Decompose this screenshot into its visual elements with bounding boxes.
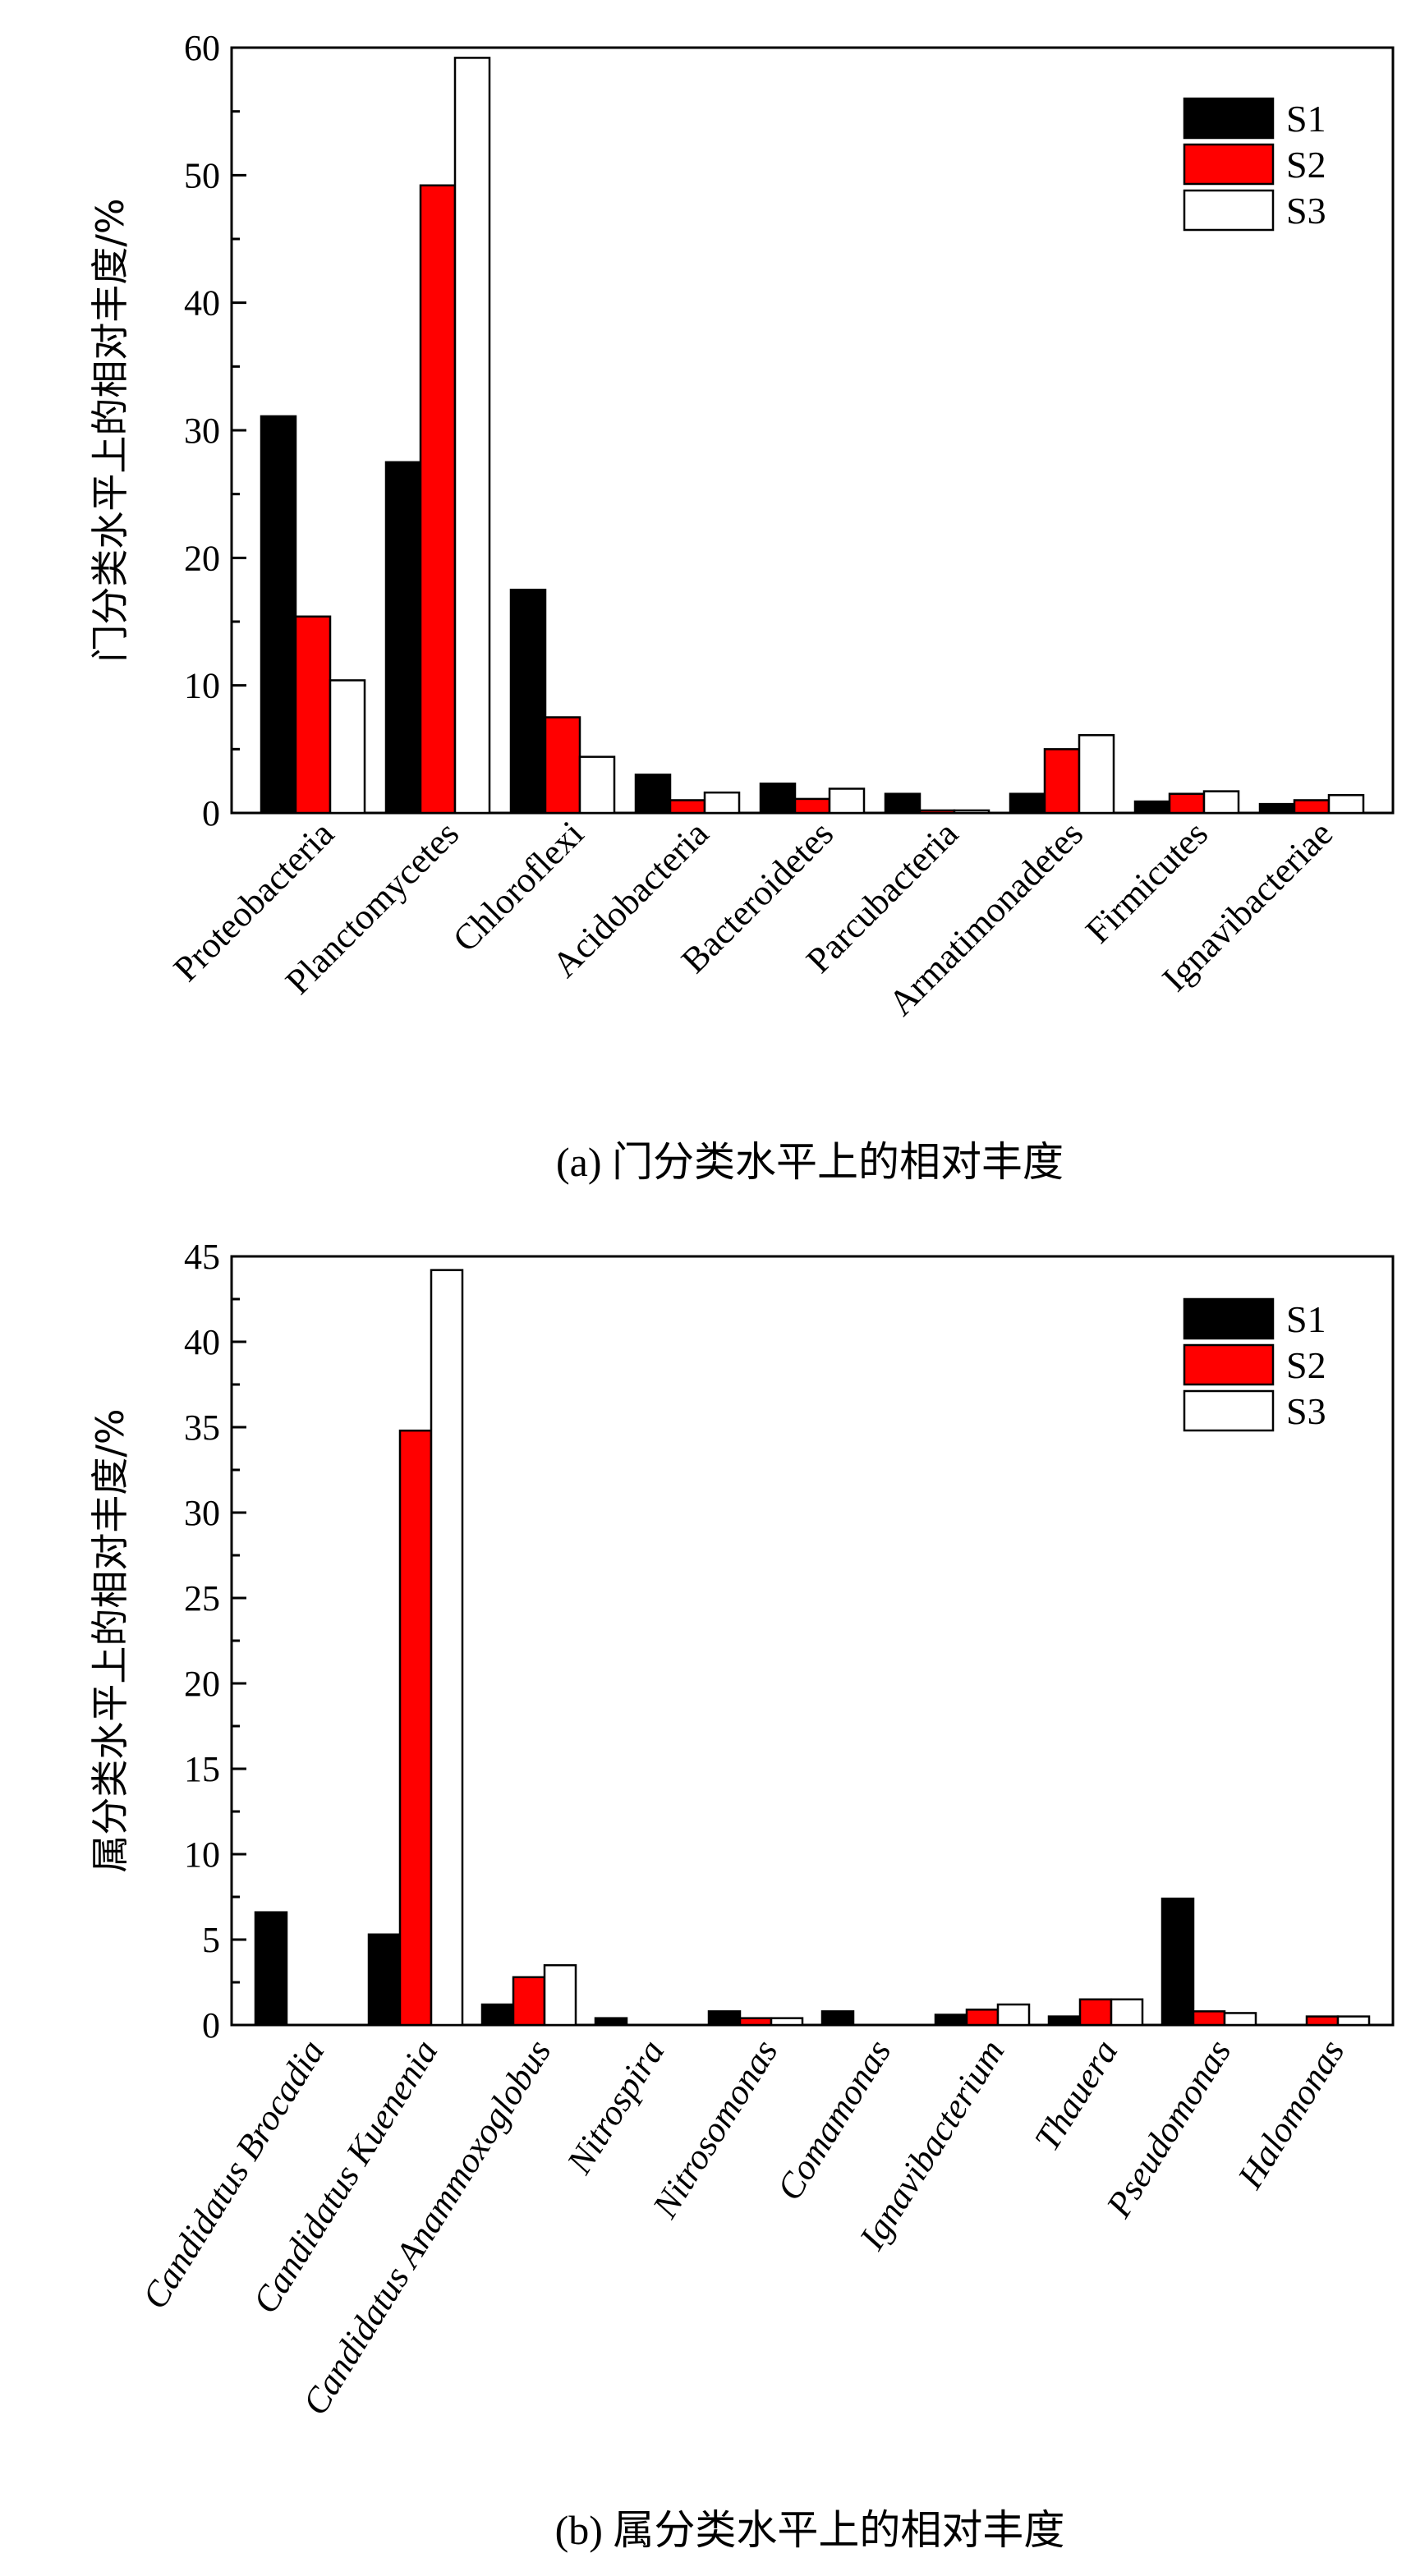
y-tick-label: 0 bbox=[202, 793, 220, 833]
bar-s2-1 bbox=[419, 184, 457, 815]
bar-s2-7 bbox=[1168, 792, 1206, 815]
legend-label-s1: S1 bbox=[1286, 1298, 1326, 1340]
bar-s1-3 bbox=[594, 2017, 628, 2027]
bar-s1-8 bbox=[1161, 1897, 1195, 2027]
y-tick-label: 15 bbox=[184, 1749, 220, 1789]
bar-s3-4 bbox=[828, 787, 866, 815]
y-tick-label: 40 bbox=[184, 1322, 220, 1362]
bar-s1-6 bbox=[934, 2014, 968, 2027]
bar-s2-6 bbox=[965, 2009, 1000, 2027]
bar-s2-5 bbox=[918, 809, 956, 815]
y-tick-label: 30 bbox=[184, 1493, 220, 1533]
bar-s3-7 bbox=[1202, 790, 1240, 815]
bar-s1-6 bbox=[1009, 792, 1046, 815]
bar-s2-8 bbox=[1192, 2010, 1226, 2027]
legend-label-s1: S1 bbox=[1286, 98, 1326, 140]
bar-s1-8 bbox=[1258, 802, 1296, 815]
y-tick-label: 40 bbox=[184, 283, 220, 324]
bar-s1-7 bbox=[1047, 2015, 1082, 2027]
x-category-label: Halomonas bbox=[1229, 2032, 1353, 2196]
bar-s3-1 bbox=[453, 57, 491, 815]
bar-s3-4 bbox=[770, 2017, 804, 2027]
figure-caption: (a) 门分类水平上的相对丰度 bbox=[556, 1139, 1064, 1185]
bar-s2-2 bbox=[544, 716, 581, 815]
bar-s3-5 bbox=[953, 809, 990, 815]
bar-s3-6 bbox=[996, 2003, 1031, 2027]
bar-s2-1 bbox=[398, 1429, 433, 2027]
legend-label-s3: S3 bbox=[1286, 1390, 1326, 1432]
bar-s3-7 bbox=[1110, 1998, 1144, 2027]
y-tick-label: 60 bbox=[184, 28, 220, 68]
legend-swatch-s1 bbox=[1183, 97, 1275, 140]
bar-s2-0 bbox=[294, 615, 332, 815]
bar-s1-1 bbox=[384, 461, 422, 815]
bar-s1-5 bbox=[820, 2010, 855, 2027]
bar-s2-8 bbox=[1293, 799, 1331, 815]
bar-s3-1 bbox=[430, 1269, 464, 2027]
bar-s1-0 bbox=[260, 415, 297, 815]
bar-s1-1 bbox=[367, 1933, 402, 2027]
bar-s1-0 bbox=[254, 1911, 288, 2027]
bar-s2-9 bbox=[1305, 2015, 1340, 2027]
bar-s1-2 bbox=[509, 588, 547, 815]
y-tick-label: 50 bbox=[184, 155, 220, 195]
bar-s3-8 bbox=[1223, 2012, 1257, 2027]
y-axis-label: 属分类水平上的相对丰度/% bbox=[88, 1408, 132, 1872]
bar-s2-3 bbox=[669, 799, 706, 815]
bar-s1-4 bbox=[707, 2010, 742, 2027]
bar-s2-6 bbox=[1043, 748, 1081, 815]
bar-s2-7 bbox=[1078, 1998, 1113, 2027]
bar-s1-3 bbox=[634, 774, 672, 815]
bar-s3-8 bbox=[1327, 794, 1365, 815]
bar-s3-2 bbox=[578, 755, 616, 815]
bar-s3-6 bbox=[1078, 733, 1115, 815]
chart-phylum-level: 0102030405060门分类水平上的相对丰度/%Proteobacteria… bbox=[88, 28, 1395, 1185]
bar-s3-9 bbox=[1336, 2015, 1371, 2027]
legend-label-s2: S2 bbox=[1286, 1344, 1326, 1386]
legend-swatch-s1 bbox=[1183, 1297, 1275, 1340]
bar-s1-2 bbox=[480, 2003, 515, 2027]
y-tick-label: 35 bbox=[184, 1407, 220, 1448]
bar-s3-2 bbox=[543, 1963, 577, 2027]
bar-s1-5 bbox=[884, 792, 922, 815]
y-tick-label: 45 bbox=[184, 1237, 220, 1277]
y-tick-label: 10 bbox=[184, 666, 220, 706]
legend-swatch-s3 bbox=[1183, 1389, 1275, 1432]
x-category-label: Thauera bbox=[1027, 2032, 1126, 2157]
legend-label-s2: S2 bbox=[1286, 144, 1326, 186]
y-tick-label: 20 bbox=[184, 538, 220, 578]
bar-s1-7 bbox=[1133, 800, 1171, 815]
bar-s2-4 bbox=[793, 797, 831, 815]
bar-s3-0 bbox=[329, 679, 366, 815]
y-tick-label: 25 bbox=[184, 1578, 220, 1619]
x-category-label: Comamonas bbox=[769, 2032, 899, 2207]
y-tick-label: 5 bbox=[202, 1920, 220, 1960]
legend-label-s3: S3 bbox=[1286, 190, 1326, 232]
bar-s2-2 bbox=[512, 1976, 546, 2027]
y-tick-label: 20 bbox=[184, 1664, 220, 1704]
legend-swatch-s2 bbox=[1183, 143, 1275, 186]
bar-s2-4 bbox=[738, 2017, 773, 2027]
y-tick-label: 10 bbox=[184, 1834, 220, 1875]
y-axis-label: 门分类水平上的相对丰度/% bbox=[88, 198, 132, 662]
bar-s1-4 bbox=[759, 783, 797, 815]
legend-swatch-s3 bbox=[1183, 189, 1275, 232]
y-tick-label: 30 bbox=[184, 411, 220, 451]
figure-caption: (b) 属分类水平上的相对丰度 bbox=[555, 2507, 1065, 2553]
chart-genus-level: 051015202530354045属分类水平上的相对丰度/%Candidatu… bbox=[88, 1237, 1395, 2553]
x-category-label: Nitrospira bbox=[558, 2032, 672, 2181]
legend-swatch-s2 bbox=[1183, 1343, 1275, 1386]
bar-s3-3 bbox=[703, 791, 741, 815]
y-tick-label: 0 bbox=[202, 2005, 220, 2046]
